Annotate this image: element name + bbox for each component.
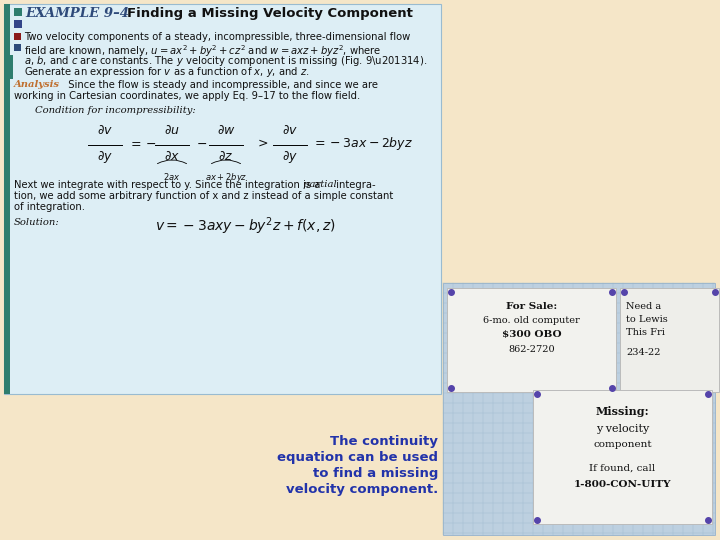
Text: Next we integrate with respect to y. Since the integration is a: Next we integrate with respect to y. Sin…	[14, 180, 320, 190]
Text: to Lewis: to Lewis	[626, 315, 667, 324]
Text: 6-mo. old computer: 6-mo. old computer	[483, 316, 580, 325]
Text: Solution:: Solution:	[14, 218, 60, 227]
Text: $\partial y$: $\partial y$	[97, 149, 113, 165]
Text: component: component	[593, 440, 652, 449]
Bar	[443, 283, 715, 535]
Text: Missing:: Missing:	[595, 406, 649, 417]
Text: to find a missing: to find a missing	[312, 467, 438, 480]
FancyBboxPatch shape	[447, 288, 616, 392]
Text: $\partial v$: $\partial v$	[97, 125, 113, 138]
Text: tion, we add some arbitrary function of x and z instead of a simple constant: tion, we add some arbitrary function of …	[14, 191, 393, 201]
Text: $= -$: $= -$	[128, 137, 157, 150]
Text: partial: partial	[300, 180, 337, 189]
Text: $a$, $b$, and $c$ are constants. The $y$ velocity component is missing (Fig. 9\u: $a$, $b$, and $c$ are constants. The $y$…	[24, 54, 427, 68]
Text: Since the flow is steady and incompressible, and since we are: Since the flow is steady and incompressi…	[62, 80, 378, 90]
Text: $\partial w$: $\partial w$	[217, 125, 235, 138]
Text: $= -3ax - 2byz$: $= -3ax - 2byz$	[312, 134, 413, 152]
Text: of integration.: of integration.	[14, 202, 85, 212]
Bar	[4, 4, 10, 394]
Text: field are known, namely, $u = ax^2 + by^2 + cz^2$ and $w = axz + byz^2$, where: field are known, namely, $u = ax^2 + by^…	[24, 43, 382, 59]
Text: Two velocity components of a steady, incompressible, three-dimensional flow: Two velocity components of a steady, inc…	[24, 32, 410, 42]
Text: $v = -3axy - by^2z + f(x,z)$: $v = -3axy - by^2z + f(x,z)$	[155, 215, 336, 237]
Text: equation can be used: equation can be used	[277, 451, 438, 464]
Text: 234-22: 234-22	[626, 348, 660, 357]
FancyBboxPatch shape	[4, 4, 441, 394]
Text: $\partial x$: $\partial x$	[164, 151, 180, 164]
Bar	[14, 20, 22, 28]
Text: $300 OBO: $300 OBO	[502, 330, 562, 339]
Text: velocity component.: velocity component.	[286, 483, 438, 496]
Text: Analysis: Analysis	[14, 80, 60, 89]
Text: integra-: integra-	[333, 180, 376, 190]
Text: $-$: $-$	[196, 137, 207, 150]
Text: $ax + 2byz$: $ax + 2byz$	[204, 171, 247, 184]
Text: $\partial z$: $\partial z$	[218, 151, 233, 164]
Text: y velocity: y velocity	[596, 424, 649, 434]
Text: Generate an expression for $v$ as a function of $x$, $y$, and $z$.: Generate an expression for $v$ as a func…	[24, 65, 310, 79]
Text: The continuity: The continuity	[330, 435, 438, 448]
Text: For Sale:: For Sale:	[506, 302, 557, 311]
Text: 862-2720: 862-2720	[508, 345, 555, 354]
FancyBboxPatch shape	[620, 288, 719, 392]
Bar	[14, 8, 22, 16]
Text: Finding a Missing Velocity Component: Finding a Missing Velocity Component	[127, 7, 413, 20]
Bar	[14, 44, 21, 51]
Text: working in Cartesian coordinates, we apply Eq. 9–17 to the flow field.: working in Cartesian coordinates, we app…	[14, 91, 360, 101]
Text: $>$: $>$	[255, 137, 269, 150]
Text: $\partial u$: $\partial u$	[164, 125, 180, 138]
Text: EXAMPLE 9–4: EXAMPLE 9–4	[25, 7, 129, 20]
Text: $2ax$: $2ax$	[163, 171, 181, 182]
Text: 1-800-CON-UITY: 1-800-CON-UITY	[574, 480, 671, 489]
Text: Need a: Need a	[626, 302, 661, 311]
Bar	[14, 33, 21, 40]
FancyBboxPatch shape	[533, 390, 712, 524]
Text: $\partial y$: $\partial y$	[282, 149, 298, 165]
Text: Condition for incompressibility:: Condition for incompressibility:	[35, 106, 196, 115]
Text: This Fri: This Fri	[626, 328, 665, 337]
Text: $\partial v$: $\partial v$	[282, 125, 298, 138]
Text: If found, call: If found, call	[590, 464, 656, 473]
Bar	[10, 55, 13, 79]
